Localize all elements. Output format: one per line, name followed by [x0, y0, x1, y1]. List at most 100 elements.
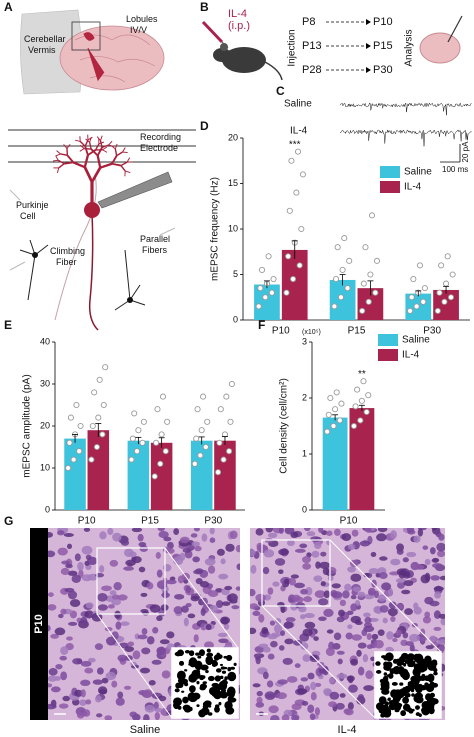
- inset-blob: [221, 670, 227, 674]
- cell: [91, 612, 103, 622]
- label-line: Cell: [20, 211, 36, 221]
- data-point: [346, 257, 353, 264]
- cell: [111, 631, 119, 640]
- zoom-line: [96, 613, 173, 719]
- bar: [64, 438, 86, 510]
- vermis-label: Cerebellar Vermis: [24, 34, 66, 55]
- cell: [57, 530, 65, 536]
- cell: [273, 624, 283, 634]
- cell: [310, 691, 317, 701]
- dendrite: [90, 166, 102, 183]
- dendrite: [120, 161, 128, 167]
- inset-blob: [184, 650, 191, 654]
- dendrite: [75, 139, 81, 142]
- data-point: [336, 417, 343, 424]
- trace-label: Saline: [284, 99, 312, 110]
- data-point: [436, 289, 443, 296]
- data-point: [197, 452, 204, 459]
- cell: [80, 660, 92, 667]
- data-point: [434, 307, 441, 314]
- inset-blob: [214, 685, 221, 692]
- cell: [236, 563, 240, 570]
- inset-blob: [415, 685, 423, 694]
- cell: [365, 670, 374, 680]
- data-point: [191, 460, 198, 467]
- mouse-illustration: [201, 20, 283, 81]
- dendrite: [101, 144, 109, 149]
- dendrite: [88, 142, 92, 150]
- inset-blob: [215, 668, 222, 673]
- cell: [294, 663, 301, 669]
- cell: [218, 638, 229, 644]
- data-point: [447, 294, 455, 301]
- dendrite: [56, 167, 60, 174]
- inset-blob: [220, 666, 226, 670]
- legend-label: IL-4: [404, 182, 422, 193]
- cell: [209, 605, 219, 613]
- cell: [424, 611, 431, 619]
- data-point: [77, 422, 84, 430]
- cell: [418, 636, 427, 642]
- cell: [371, 633, 379, 640]
- inset-blob: [197, 655, 202, 659]
- legend-label: IL-4: [402, 350, 420, 361]
- cell: [409, 633, 420, 642]
- cell: [350, 615, 362, 624]
- dendrite: [111, 162, 122, 167]
- data-point: [70, 456, 77, 463]
- cell: [109, 590, 117, 596]
- data-point: [285, 253, 292, 260]
- inset-blob: [402, 662, 407, 667]
- cell: [347, 566, 356, 573]
- cell: [80, 616, 88, 625]
- data-point: [354, 386, 361, 393]
- cell: [323, 590, 331, 599]
- inset-blob: [383, 672, 388, 676]
- inset-blob: [219, 663, 224, 667]
- cell: [217, 632, 228, 638]
- x-tick-label: P10: [78, 516, 96, 527]
- cell: [403, 571, 411, 579]
- data-point: [100, 401, 107, 409]
- cell: [48, 550, 56, 558]
- cell: [314, 707, 321, 716]
- cell: [267, 653, 275, 660]
- cell: [166, 631, 175, 639]
- cell: [152, 627, 159, 634]
- cell: [83, 528, 91, 532]
- cell: [128, 551, 137, 558]
- cell: [82, 709, 91, 717]
- cell: [286, 539, 295, 547]
- cell: [255, 655, 261, 665]
- y-tick-label: 1: [302, 448, 307, 458]
- cell: [99, 565, 105, 573]
- cell: [127, 641, 135, 647]
- data-point: [159, 393, 167, 400]
- data-point: [327, 394, 334, 402]
- inset-blob: [413, 653, 421, 662]
- purkinje-label: Purkinje Cell: [16, 200, 49, 221]
- data-point: [265, 253, 272, 260]
- data-point: [330, 422, 337, 430]
- inset-blob: [430, 698, 438, 704]
- cell: [334, 528, 341, 536]
- inset-blob: [421, 701, 431, 710]
- inset-blob: [195, 652, 200, 656]
- cell: [262, 671, 269, 680]
- inset-blob: [423, 675, 431, 682]
- cell: [303, 528, 311, 532]
- data-point: [139, 439, 146, 446]
- cell: [417, 528, 424, 537]
- cell: [304, 613, 315, 619]
- cell: [300, 642, 309, 650]
- inset-blob: [207, 659, 211, 662]
- cell: [422, 616, 432, 624]
- data-point: [151, 473, 158, 480]
- cell: [336, 673, 348, 679]
- cell: [344, 583, 352, 592]
- data-point: [200, 393, 207, 400]
- inset-blob: [176, 649, 185, 657]
- data-point: [438, 262, 445, 269]
- inset-blob: [384, 665, 392, 672]
- cell: [250, 588, 256, 597]
